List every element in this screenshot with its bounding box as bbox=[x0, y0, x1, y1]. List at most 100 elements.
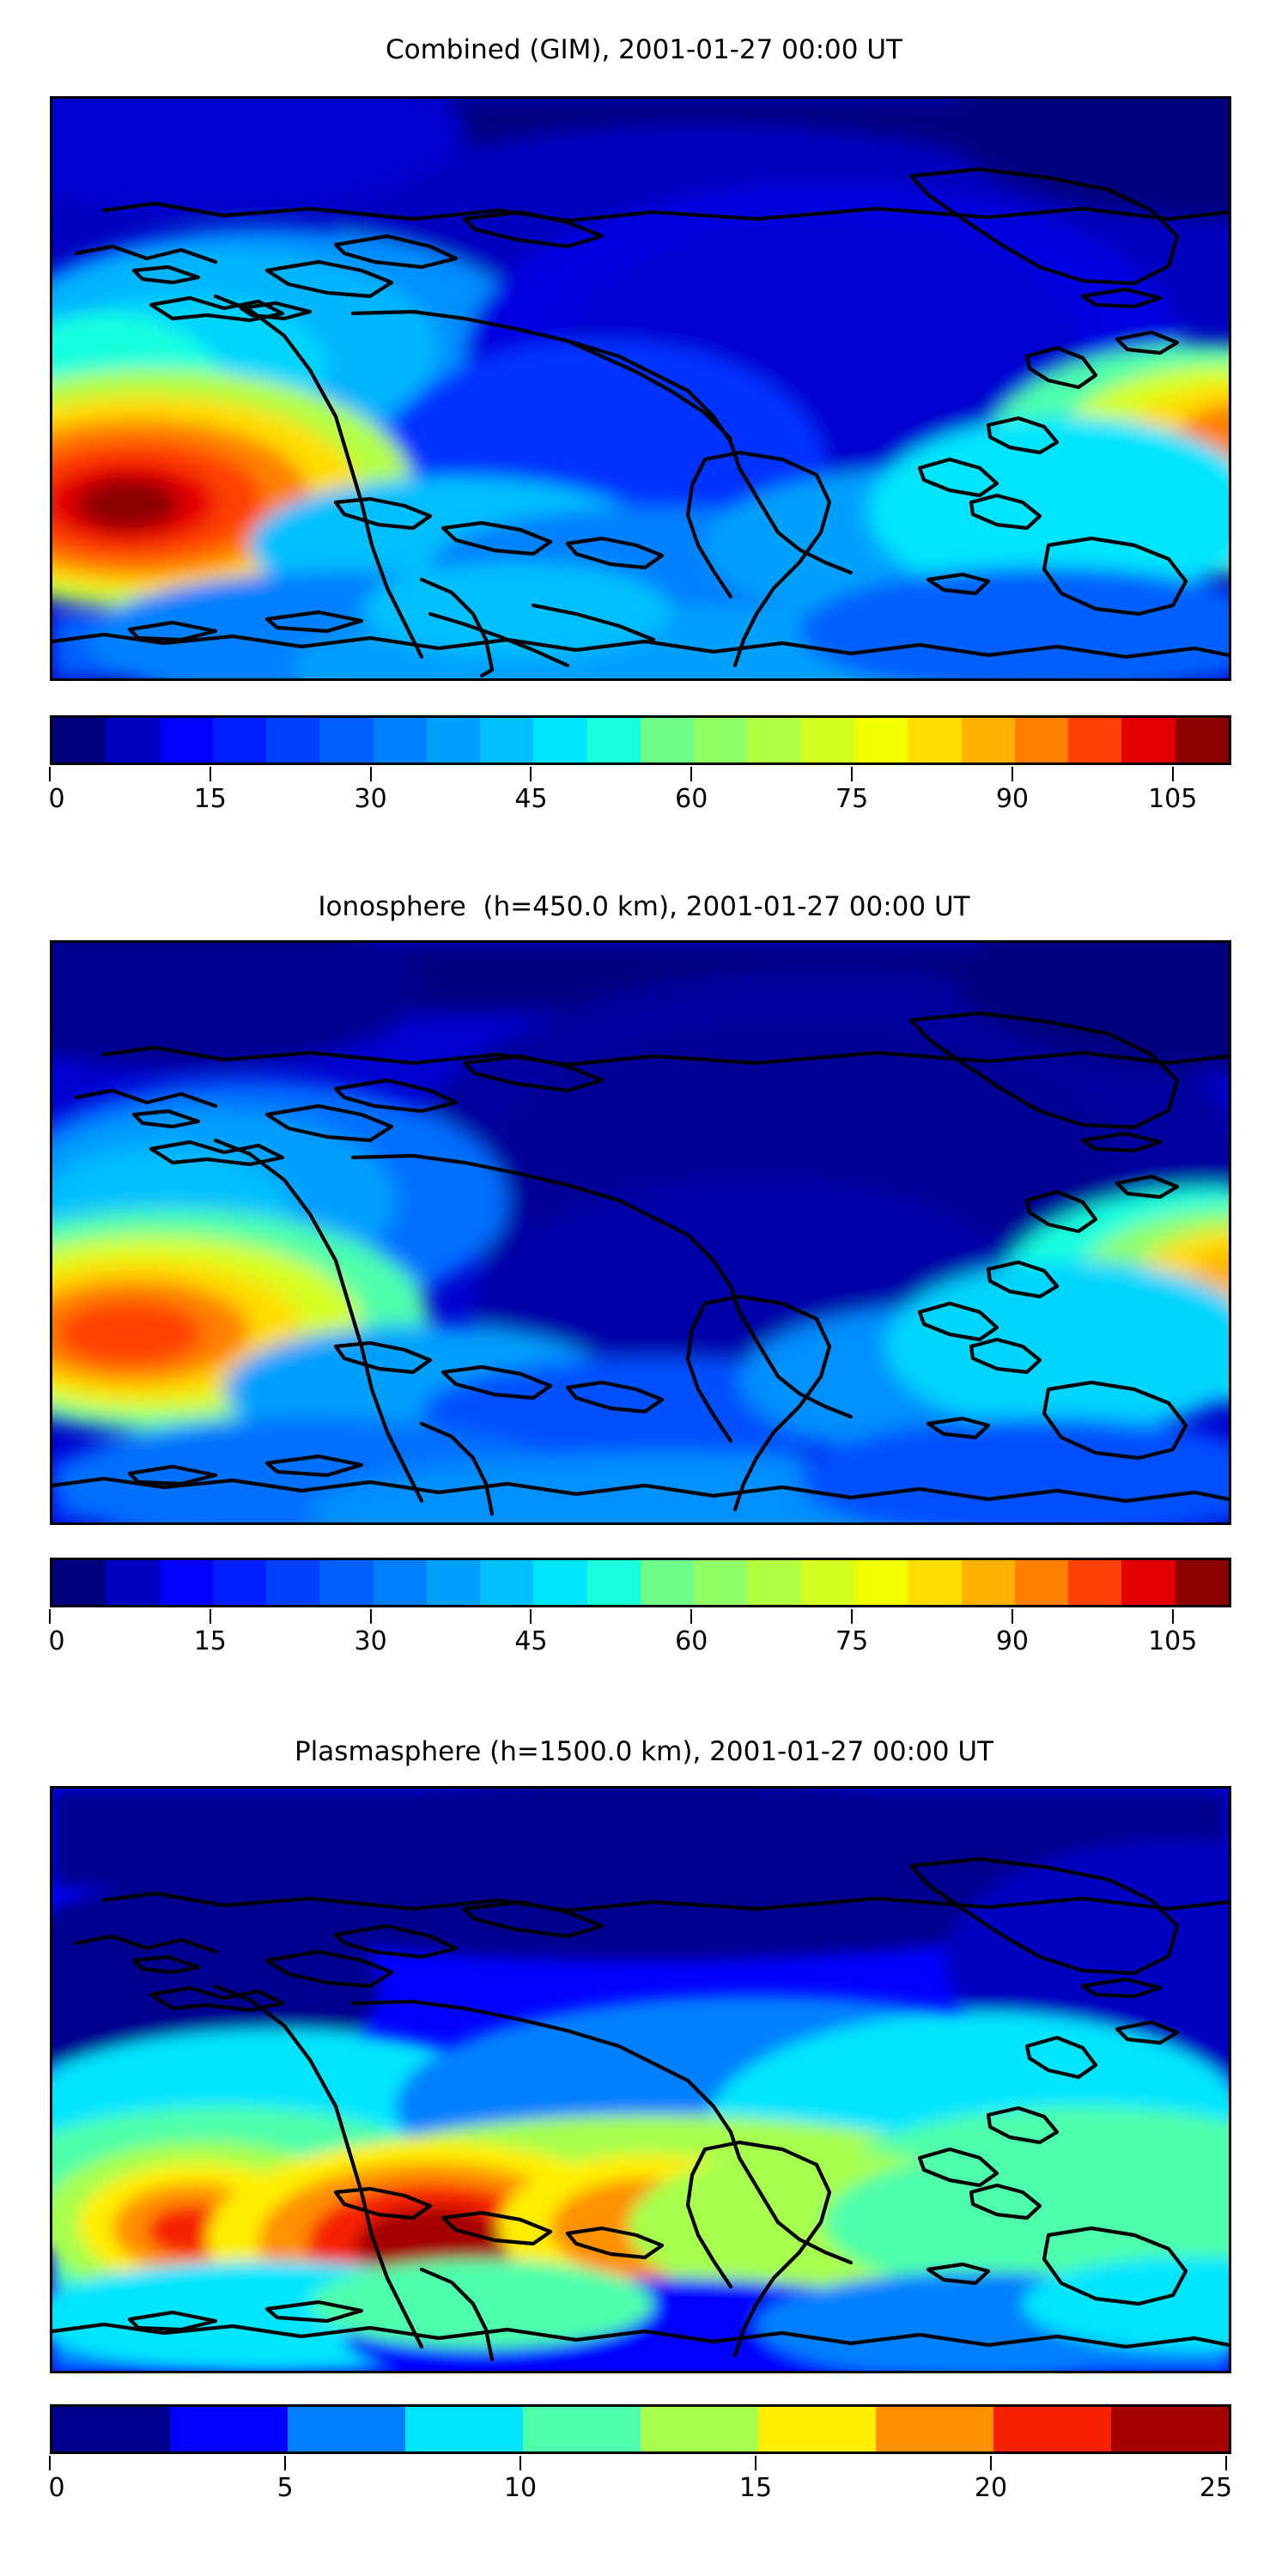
colorbar-band bbox=[747, 1560, 801, 1605]
panel-plasmasphere: Plasmasphere (h=1500.0 km), 2001-01-27 0… bbox=[0, 1726, 1288, 2576]
colorbar-tick-mark bbox=[530, 1609, 532, 1624]
colorbar-tick-label: 5 bbox=[276, 2473, 294, 2503]
colorbar-tick-label: 90 bbox=[995, 1626, 1029, 1656]
colorbar-tick-mark bbox=[49, 767, 51, 781]
colorbar-tick-label: 30 bbox=[354, 784, 387, 814]
colorbar-tick-mark bbox=[1225, 2456, 1227, 2470]
colorbar-tick-mark bbox=[49, 1609, 51, 1624]
map-ionosphere-inner bbox=[52, 943, 1229, 1522]
panel-ionosphere: Ionosphere (h=450.0 km), 2001-01-27 00:0… bbox=[0, 859, 1288, 1726]
colorbar-tick-mark bbox=[519, 2456, 521, 2470]
colorbar-band bbox=[319, 1560, 374, 1605]
colorbar-band bbox=[426, 718, 481, 762]
colorbar-tick-label: 45 bbox=[514, 784, 548, 814]
colorbar-tick-label: 90 bbox=[995, 784, 1029, 814]
colorbar-band bbox=[640, 1560, 695, 1605]
colorbar-tick-mark bbox=[1011, 1609, 1013, 1624]
colorbar-band bbox=[1068, 1560, 1122, 1605]
colorbar-tick-label: 75 bbox=[835, 1626, 869, 1656]
colorbar-tick-label: 15 bbox=[193, 1626, 227, 1656]
colorbar-tick-mark bbox=[1011, 767, 1013, 781]
map-combined-field bbox=[52, 99, 1229, 678]
colorbar-band bbox=[106, 1560, 160, 1605]
colorbar-band bbox=[758, 2407, 876, 2451]
colorbar-band bbox=[1175, 1560, 1229, 1605]
map-plasmasphere-inner bbox=[52, 1789, 1229, 2371]
colorbar-tick-label: 10 bbox=[503, 2473, 538, 2503]
colorbar-band bbox=[52, 2407, 170, 2451]
colorbar-tick-mark bbox=[851, 1609, 854, 1624]
colorbar-tick-mark bbox=[755, 2456, 756, 2470]
colorbar-tick-mark bbox=[990, 2456, 992, 2470]
colorbar-tick-label: 20 bbox=[974, 2473, 1008, 2503]
colorbar-tick-mark bbox=[851, 767, 854, 781]
colorbar-combined-ticks: 0 15 30 45 60 75 90 105 bbox=[48, 767, 1226, 814]
colorbar-tick-mark bbox=[690, 767, 693, 781]
colorbar-band bbox=[800, 1560, 854, 1605]
map-combined bbox=[50, 96, 1231, 681]
map-plasmasphere bbox=[50, 1786, 1231, 2373]
colorbar-band bbox=[1111, 2407, 1229, 2451]
colorbar-band bbox=[480, 718, 534, 762]
colorbar-plasmasphere: 0 5 10 15 20 25 bbox=[48, 2404, 1232, 2516]
colorbar-tick-mark bbox=[690, 1609, 693, 1624]
colorbar-band bbox=[212, 1560, 267, 1605]
colorbar-band bbox=[1014, 718, 1069, 762]
colorbar-band bbox=[908, 718, 962, 762]
colorbar-band bbox=[1014, 1560, 1069, 1605]
colorbar-band bbox=[1121, 718, 1176, 762]
colorbar-combined-bands bbox=[50, 715, 1231, 765]
colorbar-tick-label: 105 bbox=[1148, 784, 1198, 814]
colorbar-band bbox=[426, 1560, 481, 1605]
colorbar-band bbox=[480, 1560, 534, 1605]
colorbar-band bbox=[1121, 1560, 1176, 1605]
colorbar-band bbox=[586, 718, 641, 762]
colorbar-ionosphere-bands bbox=[50, 1558, 1231, 1607]
colorbar-combined: 0 15 30 45 60 75 90 105 bbox=[48, 715, 1231, 827]
colorbar-band bbox=[106, 718, 160, 762]
colorbar-band bbox=[52, 718, 106, 762]
colorbar-band bbox=[159, 718, 213, 762]
colorbar-band bbox=[266, 1560, 320, 1605]
panel-title-combined: Combined (GIM), 2001-01-27 00:00 UT bbox=[386, 34, 902, 65]
colorbar-band bbox=[876, 2407, 993, 2451]
colorbar-band bbox=[854, 1560, 908, 1605]
colorbar-band bbox=[854, 718, 908, 762]
map-ionosphere bbox=[50, 940, 1231, 1525]
colorbar-tick-mark bbox=[369, 1609, 372, 1624]
colorbar-tick-label: 0 bbox=[48, 2473, 65, 2503]
colorbar-tick-label: 0 bbox=[48, 1626, 65, 1656]
colorbar-band bbox=[961, 1560, 1015, 1605]
colorbar-tick-mark bbox=[1171, 767, 1174, 781]
colorbar-band bbox=[266, 718, 320, 762]
colorbar-tick-label: 45 bbox=[514, 1626, 548, 1656]
colorbar-band bbox=[212, 718, 267, 762]
colorbar-band bbox=[800, 718, 854, 762]
colorbar-ionosphere: 0 15 30 45 60 75 90 105 bbox=[48, 1558, 1231, 1669]
map-combined-inner bbox=[52, 99, 1229, 678]
colorbar-tick-label: 15 bbox=[193, 784, 227, 814]
colorbar-ionosphere-ticks: 0 15 30 45 60 75 90 105 bbox=[48, 1609, 1226, 1656]
colorbar-band bbox=[641, 2407, 758, 2451]
colorbar-plasmasphere-bands bbox=[50, 2404, 1231, 2454]
colorbar-band bbox=[747, 718, 801, 762]
colorbar-band bbox=[319, 718, 374, 762]
panel-title-plasmasphere: Plasmasphere (h=1500.0 km), 2001-01-27 0… bbox=[294, 1736, 993, 1767]
colorbar-band bbox=[170, 2407, 288, 2451]
colorbar-band bbox=[1068, 718, 1122, 762]
colorbar-tick-label: 15 bbox=[738, 2473, 773, 2503]
colorbar-band bbox=[640, 718, 695, 762]
colorbar-tick-label: 75 bbox=[835, 784, 869, 814]
colorbar-band bbox=[288, 2407, 405, 2451]
colorbar-tick-label: 25 bbox=[1199, 2473, 1233, 2503]
colorbar-band bbox=[52, 1560, 106, 1605]
colorbar-band bbox=[1175, 718, 1229, 762]
colorbar-tick-label: 60 bbox=[675, 1626, 708, 1656]
colorbar-tick-mark bbox=[530, 767, 532, 781]
colorbar-band bbox=[159, 1560, 213, 1605]
colorbar-tick-mark bbox=[284, 2456, 286, 2470]
panel-title-ionosphere: Ionosphere (h=450.0 km), 2001-01-27 00:0… bbox=[318, 891, 970, 922]
colorbar-plasmasphere-ticks: 0 5 10 15 20 25 bbox=[48, 2456, 1232, 2503]
colorbar-band bbox=[694, 1560, 748, 1605]
map-ionosphere-field bbox=[52, 943, 1229, 1522]
